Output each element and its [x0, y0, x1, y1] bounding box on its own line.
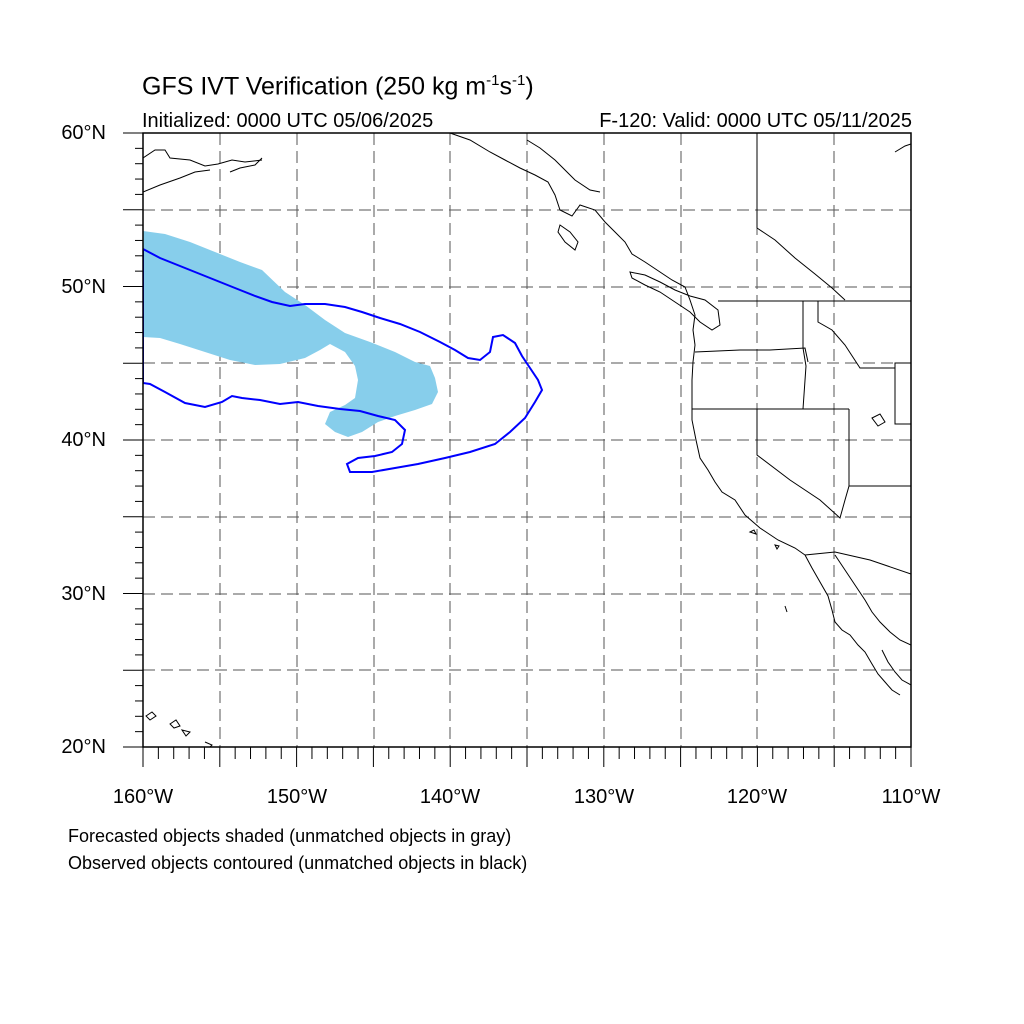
coastlines [143, 133, 911, 747]
lat-label-30: 30°N [61, 583, 106, 605]
lon-label-140w: 140°W [419, 786, 481, 808]
forecast-legend-note: Forecasted objects shaded (unmatched obj… [68, 826, 512, 846]
forecast-ivt-object [143, 231, 438, 437]
lat-label-60: 60°N [61, 122, 106, 144]
political-borders [692, 133, 911, 575]
lat-label-40: 40°N [61, 429, 106, 451]
map-title: GFS IVT Verification (250 kg m-1s-1) [142, 72, 534, 101]
lon-label-160w: 160°W [112, 786, 174, 808]
observed-legend-note: Observed objects contoured (unmatched ob… [68, 853, 528, 873]
forecast-valid-time: F-120: Valid: 0000 UTC 05/11/2025 [599, 110, 912, 132]
lon-label-130w: 130°W [573, 786, 635, 808]
lat-label-50: 50°N [61, 276, 106, 298]
lon-label-150w: 150°W [266, 786, 328, 808]
observed-ivt-contour-north [143, 248, 544, 473]
axis-ticks [123, 132, 912, 767]
initialized-time: Initialized: 0000 UTC 05/06/2025 [142, 110, 434, 132]
lon-label-110w: 110°W [881, 786, 941, 808]
gridlines [143, 133, 911, 747]
lon-label-120w: 120°W [726, 786, 788, 808]
lat-label-20: 20°N [61, 736, 106, 758]
